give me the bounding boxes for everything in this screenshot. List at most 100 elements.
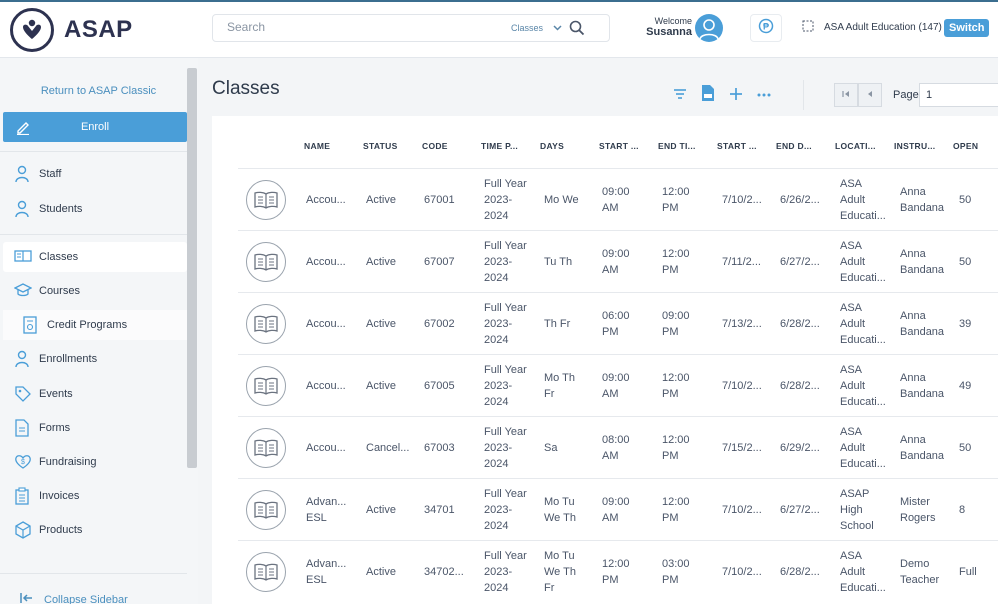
chevron-down-icon	[553, 23, 562, 33]
cell-open: 39	[959, 316, 971, 332]
cell-start-date: 7/10/2...	[722, 564, 762, 580]
cell-line: 34702...	[424, 566, 464, 578]
cell-name: Accou...	[306, 440, 346, 456]
column-header-start-date[interactable]: START ...	[717, 141, 757, 151]
column-header-code[interactable]: CODE	[422, 141, 448, 151]
cell-instructor: Mister Rogers	[900, 494, 935, 526]
search-scope-dropdown[interactable]: Classes	[511, 23, 562, 33]
column-header-end-time[interactable]: END TI...	[658, 141, 696, 151]
sidebar-item-events[interactable]: Events	[3, 379, 187, 409]
sidebar-item-students[interactable]: Students	[3, 194, 187, 224]
sidebar-item-invoices[interactable]: Invoices	[3, 481, 187, 511]
cell-line: 12:00	[662, 248, 690, 260]
cell-line: ASA	[840, 364, 863, 376]
tag-icon	[14, 385, 32, 406]
cell-line: 39	[959, 318, 972, 330]
sidebar-item-courses[interactable]: Courses	[3, 276, 187, 306]
cell-line: 50	[959, 442, 972, 454]
sidebar-item-forms[interactable]: Forms	[3, 413, 187, 443]
sidebar-item-products[interactable]: Products	[3, 515, 187, 545]
sidebar-item-credit-programs[interactable]: Credit Programs	[3, 310, 187, 340]
page-title: Classes	[212, 78, 280, 99]
cell-start-time: 12:00 PM	[602, 556, 630, 588]
collapse-sidebar-button[interactable]: Collapse Sidebar	[20, 592, 128, 604]
logo[interactable]: ASAP	[10, 8, 133, 52]
cell-start-date: 7/11/2...	[722, 254, 761, 270]
cell-line: PM	[662, 326, 679, 338]
cell-line: 50	[959, 256, 972, 268]
table-row[interactable]: Accou... Active 67001 Full Year 2023- 2024 Mo …	[238, 168, 998, 230]
sidebar-scrollbar[interactable]	[187, 68, 197, 468]
cell-line: 08:00	[602, 434, 630, 446]
filter-icon[interactable]	[672, 86, 688, 107]
cell-code: 34702...	[424, 564, 464, 580]
page-number-input[interactable]	[919, 83, 998, 107]
cell-line: 2023-	[484, 194, 513, 206]
cell-line: 50	[959, 194, 972, 206]
column-header-days[interactable]: DAYS	[540, 141, 565, 151]
cell-days: Th Fr	[544, 316, 570, 332]
table-row[interactable]: Advan... ESL Active 34702... Full Year 2023- 2…	[238, 540, 998, 602]
return-classic-link[interactable]: Return to ASAP Classic	[40, 85, 157, 97]
sidebar-item-label: Enrollments	[39, 353, 98, 365]
cell-line: 7/15/2...	[722, 442, 762, 454]
class-book-icon	[246, 366, 286, 406]
avatar[interactable]	[695, 14, 723, 42]
cell-end-date: 6/28/2...	[780, 316, 820, 332]
sidebar-item-enrollments[interactable]: Enrollments	[3, 344, 187, 374]
cell-code: 67003	[424, 440, 455, 456]
cell-line: 06:00	[602, 310, 630, 322]
prev-page-button[interactable]	[858, 83, 882, 107]
cell-name: Accou...	[306, 378, 346, 394]
sidebar-item-staff[interactable]: Staff	[3, 159, 187, 189]
cell-instructor: Demo Teacher	[900, 556, 939, 588]
add-icon[interactable]	[728, 86, 744, 107]
cell-line: Rogers	[900, 512, 936, 524]
sidebar-item-fundraising[interactable]: $ Fundraising	[3, 447, 187, 477]
cell-line: 2023-	[484, 504, 513, 516]
column-header-status[interactable]: STATUS	[363, 141, 398, 151]
export-icon[interactable]	[700, 84, 716, 107]
column-header-open[interactable]: OPEN	[953, 141, 979, 151]
cell-start-time: 09:00 AM	[602, 184, 630, 216]
help-button[interactable]: ₱	[750, 14, 782, 42]
cell-days: Mo Th Fr	[544, 370, 575, 402]
column-header-location[interactable]: LOCATI...	[835, 141, 876, 151]
sidebar-item-classes[interactable]: Classes	[3, 242, 187, 272]
column-header-instructor[interactable]: INSTRU...	[894, 141, 936, 151]
column-header-start-time[interactable]: START ...	[599, 141, 639, 151]
switch-button[interactable]: Switch	[944, 19, 990, 37]
first-page-icon	[841, 86, 851, 104]
table-row[interactable]: Accou... Active 67007 Full Year 2023- 2024 Tu …	[238, 230, 998, 292]
cell-end-time: 12:00 PM	[662, 246, 690, 278]
table-row[interactable]: Advan... ESL Active 34701 Full Year 2023- 2024…	[238, 478, 998, 540]
first-page-button[interactable]	[834, 83, 858, 107]
user-name: Susanna	[646, 26, 692, 38]
cell-line: Tu Th	[544, 256, 573, 268]
column-header-end-date[interactable]: END D...	[776, 141, 812, 151]
more-icon[interactable]	[756, 86, 772, 107]
enroll-button[interactable]: Enroll	[3, 112, 187, 142]
person-icon	[14, 350, 30, 371]
column-header-time-period[interactable]: TIME P...	[481, 141, 519, 151]
clipboard-icon	[14, 487, 30, 508]
table-row[interactable]: Accou... Active 67005 Full Year 2023- 2024 Mo …	[238, 354, 998, 416]
cell-line: 2024	[484, 458, 509, 470]
column-header-name[interactable]: NAME	[304, 141, 331, 151]
collapse-arrow-icon	[20, 592, 34, 604]
cell-line: Adult	[840, 318, 866, 330]
cell-line: 6/29/2...	[780, 442, 820, 454]
cell-line: Bandana	[900, 202, 945, 214]
cell-line: 09:00	[602, 372, 630, 384]
cell-line: ESL	[306, 512, 327, 524]
cell-line: 2024	[484, 272, 509, 284]
table-row[interactable]: Accou... Cancel... 67003 Full Year 2023- 2024…	[238, 416, 998, 478]
cell-line: PM	[662, 450, 679, 462]
cell-line: 7/10/2...	[722, 194, 762, 206]
cell-line: AM	[602, 512, 619, 524]
search-icon[interactable]	[569, 20, 585, 41]
cell-start-time: 06:00 PM	[602, 308, 630, 340]
cell-line: 6/27/2...	[780, 256, 820, 268]
search-input[interactable]	[227, 20, 497, 34]
table-row[interactable]: Accou... Active 67002 Full Year 2023- 2024 Th …	[238, 292, 998, 354]
